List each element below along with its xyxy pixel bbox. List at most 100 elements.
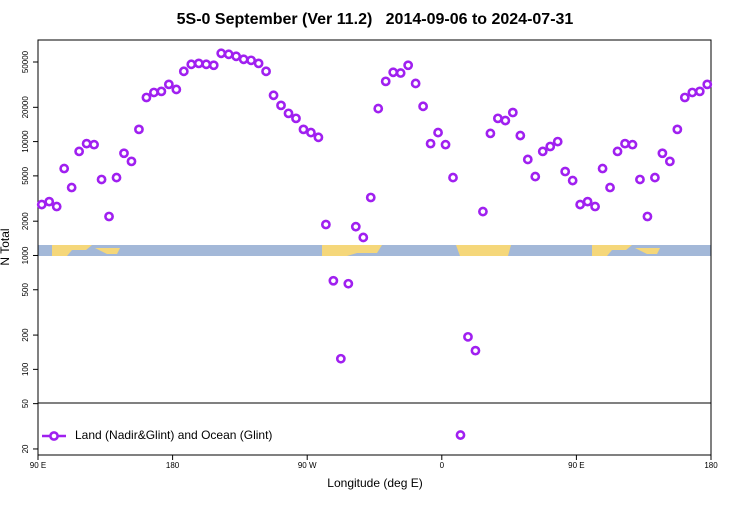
data-point <box>163 79 174 90</box>
data-point <box>66 182 77 193</box>
y-tick-label: 100 <box>21 362 30 376</box>
data-point <box>328 275 339 286</box>
y-tick-label: 200 <box>21 328 30 342</box>
data-point <box>440 139 451 150</box>
data-point <box>74 146 85 157</box>
data-point <box>694 86 705 97</box>
data-point <box>470 345 481 356</box>
data-point <box>365 192 376 203</box>
data-point <box>335 353 346 364</box>
data-point <box>530 171 541 182</box>
data-point <box>104 211 114 222</box>
data-point <box>171 84 182 95</box>
data-point <box>485 128 496 139</box>
data-point <box>560 166 571 177</box>
data-point <box>350 221 361 232</box>
data-point <box>246 55 257 66</box>
data-point <box>343 278 354 289</box>
data-point <box>81 138 92 149</box>
data-point <box>193 58 204 69</box>
data-point <box>687 87 698 98</box>
data-point <box>664 156 675 167</box>
data-point <box>463 331 473 342</box>
data-point <box>178 66 189 77</box>
y-tick-label: 20 <box>21 444 30 453</box>
data-point <box>51 201 62 212</box>
data-point <box>418 101 429 112</box>
data-point <box>216 48 227 59</box>
data-point <box>635 174 645 185</box>
data-point <box>425 138 436 149</box>
legend-label: Land (Nadir&Glint) and Ocean (Glint) <box>75 428 272 442</box>
data-point <box>36 199 47 210</box>
data-point <box>358 232 369 243</box>
data-point <box>134 124 144 135</box>
x-tick-label: 0 <box>440 461 445 470</box>
data-point <box>59 163 70 174</box>
data-point <box>650 172 660 183</box>
data-point <box>545 141 556 152</box>
x-axis-label: Longitude (deg E) <box>327 476 422 490</box>
data-point <box>702 79 713 90</box>
data-point <box>223 49 234 60</box>
y-tick-label: 2000 <box>21 212 30 230</box>
data-point <box>672 124 683 135</box>
data-point <box>313 132 324 143</box>
data-point <box>515 130 526 141</box>
data-point <box>395 68 406 78</box>
data-point <box>149 87 159 98</box>
data-point <box>448 172 458 183</box>
data-point <box>276 100 286 111</box>
y-tick-label: 50000 <box>21 50 30 73</box>
y-tick-label: 5000 <box>21 166 30 184</box>
data-point <box>582 196 593 207</box>
data-point <box>590 201 600 212</box>
legend-marker <box>49 431 59 441</box>
data-point <box>567 175 578 186</box>
data-point <box>627 139 638 150</box>
data-point <box>679 92 690 103</box>
data-point <box>238 54 249 65</box>
data-point <box>575 199 586 210</box>
x-tick-label: 180 <box>166 461 180 470</box>
x-tick-label: 90 E <box>568 461 584 470</box>
data-point <box>261 66 271 77</box>
data-point <box>552 136 563 147</box>
data-point <box>657 148 668 159</box>
data-point <box>298 124 309 135</box>
data-point <box>89 139 99 150</box>
data-point <box>253 58 264 69</box>
data-point <box>455 430 466 440</box>
data-point <box>537 146 548 157</box>
data-point <box>44 196 55 207</box>
data-point <box>268 90 279 101</box>
data-point <box>231 51 242 62</box>
data-point <box>388 67 399 78</box>
plot-frame <box>37 39 712 456</box>
x-tick-label: 90 E <box>30 461 46 470</box>
data-point <box>507 107 518 118</box>
data-point <box>620 138 630 149</box>
data-point <box>522 154 533 165</box>
y-tick-label: 1000 <box>21 246 30 264</box>
x-tick-label: 180 <box>704 461 718 470</box>
data-point <box>492 113 503 124</box>
data-point <box>410 78 421 89</box>
y-axis-label: N Total <box>0 228 12 265</box>
data-point <box>283 108 294 119</box>
data-point <box>201 59 212 70</box>
data-point <box>156 86 167 97</box>
y-tick-label: 10000 <box>21 130 30 153</box>
data-point <box>642 211 653 222</box>
data-point <box>433 127 443 138</box>
data-point <box>96 174 107 185</box>
data-point <box>291 113 301 124</box>
data-point <box>306 127 316 138</box>
data-point <box>320 219 331 230</box>
data-point <box>126 156 137 167</box>
data-point <box>605 182 615 193</box>
x-tick-label: 90 W <box>298 461 317 470</box>
data-point <box>380 76 391 87</box>
data-point <box>208 60 219 71</box>
